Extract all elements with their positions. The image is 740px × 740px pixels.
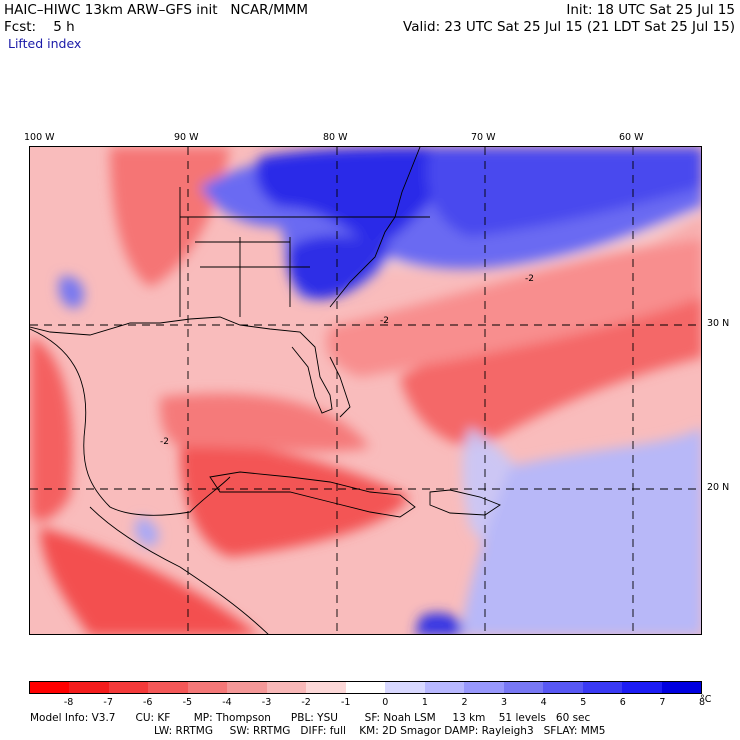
colorbar-tick-label: -5: [182, 697, 193, 708]
colorbar-swatch: [148, 682, 188, 693]
colorbar-tick-label: 8: [698, 697, 706, 708]
colorbar-swatch: [661, 682, 701, 693]
colorbar-swatch: [345, 682, 386, 693]
contour-label: -2: [380, 316, 389, 326]
contour-label: -2: [160, 437, 169, 447]
colorbar-tick-label: -4: [222, 697, 232, 708]
colorbar-swatch: [503, 682, 544, 693]
lon-label-100w: 100 W: [24, 132, 55, 143]
lon-label-60w: 60 W: [619, 132, 644, 143]
colorbar-swatch: [622, 682, 662, 693]
lat-label-20n: 20 N: [707, 482, 730, 493]
model-info-line2: LW: RRTMG SW: RRTMG DIFF: full KM: 2D Sm…: [154, 725, 606, 737]
colorbar-swatch: [306, 682, 346, 693]
lat-lon-grid: [30, 147, 701, 634]
colorbar-swatch: [227, 682, 267, 693]
colorbar-tick-label: 5: [580, 697, 587, 708]
colorbar-swatch: [30, 682, 70, 693]
colorbar-swatch: [385, 682, 425, 693]
header-title: HAIC–HIWC 13km ARW–GFS init NCAR/MMM: [4, 2, 309, 18]
colorbar-swatch: [543, 682, 583, 693]
colorbar-tick-label: -1: [340, 697, 351, 708]
colorbar-swatch: [108, 682, 149, 693]
colorbar-tick-label: -6: [143, 697, 153, 708]
lon-label-80w: 80 W: [323, 132, 348, 143]
colorbar-swatch: [187, 682, 228, 693]
colorbar-unit: °C: [700, 694, 712, 705]
lifted-index-shading: [30, 147, 701, 634]
colorbar-swatch: [424, 682, 465, 693]
colorbar-tick-label: 4: [540, 697, 547, 708]
header-init-time: Init: 18 UTC Sat 25 Jul 15: [566, 2, 735, 18]
colorbar-tick-label: 7: [659, 697, 666, 708]
lifted-index-map: -2 -2 -2: [29, 146, 702, 635]
contour-label: -2: [525, 274, 534, 284]
lat-label-30n: 30 N: [707, 318, 730, 329]
lon-label-90w: 90 W: [174, 132, 199, 143]
colorbar-swatch: [266, 682, 307, 693]
colorbar-tick-label: -3: [261, 697, 272, 708]
colorbar-tick-label: -8: [63, 697, 74, 708]
colorbar-tick-label: 6: [619, 697, 626, 708]
colorbar-tick-label: -2: [301, 697, 311, 708]
colorbar-tick-label: -7: [103, 697, 113, 708]
colorbar-tick-label: 3: [501, 697, 508, 708]
colorbar-tick-label: 2: [461, 697, 468, 708]
coastlines: [30, 147, 501, 634]
colorbar: [29, 681, 702, 694]
header-forecast-hour: Fcst: 5 h: [4, 19, 75, 35]
colorbar-swatch: [69, 682, 109, 693]
lon-label-70w: 70 W: [471, 132, 496, 143]
colorbar-swatch: [464, 682, 504, 693]
colorbar-swatch: [582, 682, 623, 693]
colorbar-tick-label: 1: [421, 697, 428, 708]
model-info-line1: Model Info: V3.7 CU: KF MP: Thompson PBL…: [30, 712, 591, 724]
colorbar-tick-label: 0: [382, 697, 389, 708]
field-name: Lifted index: [8, 36, 82, 51]
header-valid-time: Valid: 23 UTC Sat 25 Jul 15 (21 LDT Sat …: [403, 19, 735, 35]
